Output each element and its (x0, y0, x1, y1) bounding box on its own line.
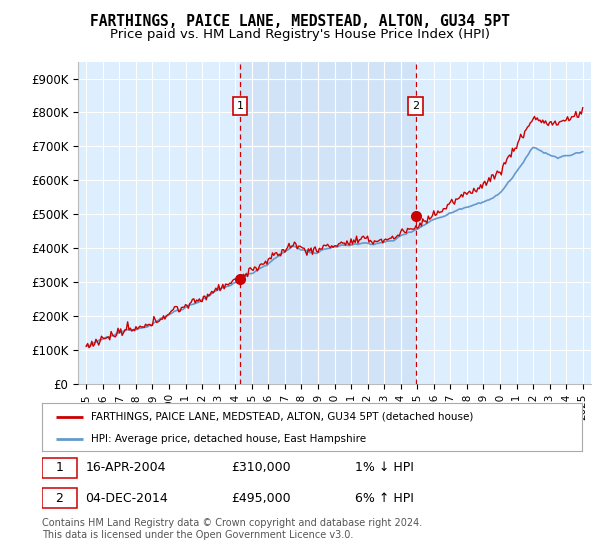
FancyBboxPatch shape (42, 488, 77, 508)
Text: 2: 2 (412, 101, 419, 111)
FancyBboxPatch shape (42, 458, 77, 478)
Text: HPI: Average price, detached house, East Hampshire: HPI: Average price, detached house, East… (91, 434, 366, 444)
Text: 1: 1 (56, 461, 64, 474)
Text: Contains HM Land Registry data © Crown copyright and database right 2024.
This d: Contains HM Land Registry data © Crown c… (42, 518, 422, 540)
Text: Price paid vs. HM Land Registry's House Price Index (HPI): Price paid vs. HM Land Registry's House … (110, 28, 490, 41)
Text: FARTHINGS, PAICE LANE, MEDSTEAD, ALTON, GU34 5PT (detached house): FARTHINGS, PAICE LANE, MEDSTEAD, ALTON, … (91, 412, 473, 422)
Bar (240, 62, 416, 384)
Text: 16-APR-2004: 16-APR-2004 (85, 461, 166, 474)
Text: FARTHINGS, PAICE LANE, MEDSTEAD, ALTON, GU34 5PT: FARTHINGS, PAICE LANE, MEDSTEAD, ALTON, … (90, 14, 510, 29)
Text: 1% ↓ HPI: 1% ↓ HPI (355, 461, 414, 474)
Text: 1: 1 (236, 101, 244, 111)
Text: £495,000: £495,000 (231, 492, 290, 505)
Text: 04-DEC-2014: 04-DEC-2014 (85, 492, 168, 505)
Text: 6% ↑ HPI: 6% ↑ HPI (355, 492, 414, 505)
Text: £310,000: £310,000 (231, 461, 290, 474)
Text: 2: 2 (56, 492, 64, 505)
